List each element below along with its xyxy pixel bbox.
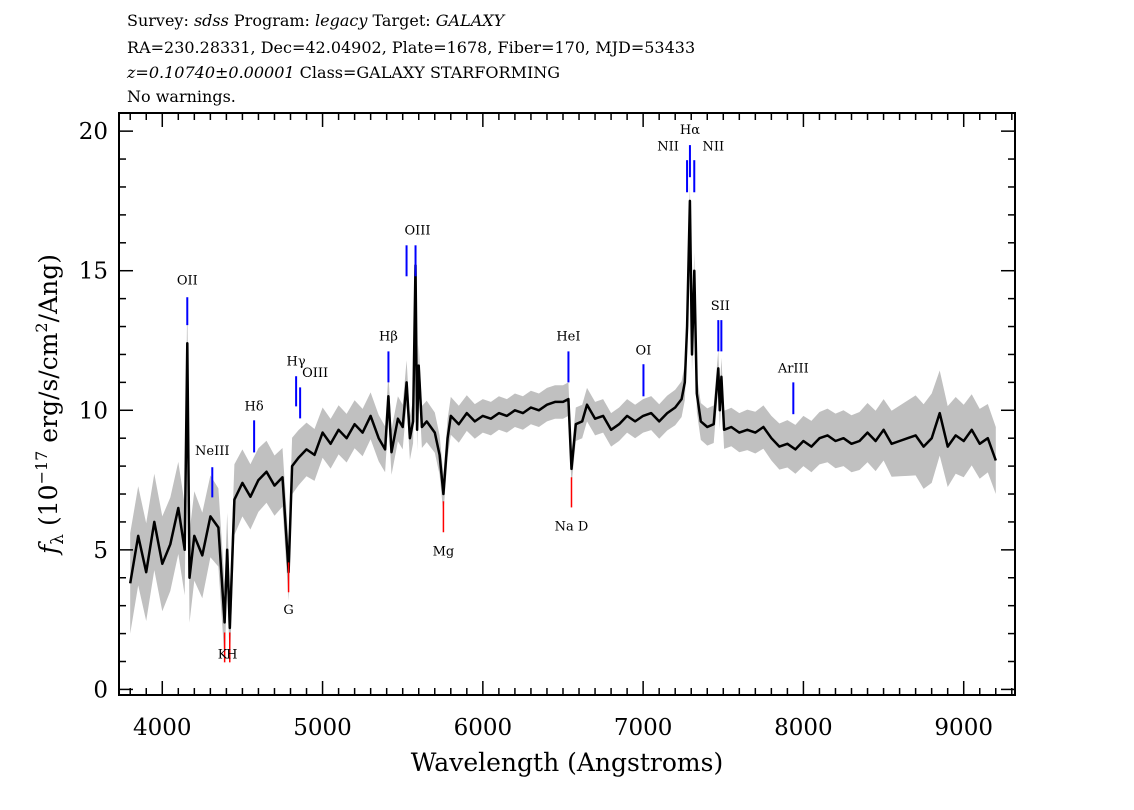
x-tick-label: 4000 bbox=[133, 715, 192, 741]
y-title-sup: −17 bbox=[32, 451, 51, 485]
line-label: Hβ bbox=[379, 329, 398, 344]
header: Survey: sdss Program: legacy Target: GAL… bbox=[126, 11, 695, 106]
line-label: Hα bbox=[680, 123, 700, 138]
header-redshift-line: z=0.10740±0.00001 Class=GALAXY STARFORMI… bbox=[126, 63, 560, 82]
y-tick-label: 5 bbox=[93, 538, 108, 564]
line-label: K bbox=[218, 648, 228, 663]
line-label: NII bbox=[657, 140, 679, 155]
line-label: SII bbox=[711, 299, 730, 314]
axes: 4000 5000 6000 7000 8000 9000 0 5 10 15 20 bbox=[79, 113, 1015, 741]
header-segment: sdss bbox=[194, 11, 229, 30]
flux-line bbox=[128, 199, 997, 630]
x-tick-label: 7000 bbox=[614, 715, 673, 741]
line-label: NeIII bbox=[195, 444, 229, 459]
x-tick-label: 5000 bbox=[293, 715, 352, 741]
header-segment: GALAXY bbox=[436, 11, 506, 30]
y-tick-label: 0 bbox=[93, 677, 108, 703]
line-label: Hδ bbox=[245, 399, 264, 414]
line-label: ArIII bbox=[777, 362, 809, 377]
raw-flux-band bbox=[130, 182, 996, 665]
x-tick-label: 6000 bbox=[454, 715, 513, 741]
y-title-sub: λ bbox=[48, 534, 68, 545]
header-segment: Target: bbox=[367, 11, 435, 30]
header-segment: legacy bbox=[315, 11, 368, 30]
y-title-mid: erg/s/cm bbox=[34, 332, 63, 450]
plot-frame bbox=[118, 112, 1016, 696]
header-segment: Program: bbox=[229, 11, 315, 30]
line-label: G bbox=[283, 603, 293, 618]
line-label: HeI bbox=[556, 329, 580, 344]
line-label: OI bbox=[636, 343, 652, 358]
line-label: H bbox=[226, 648, 237, 663]
y-tick-label: 10 bbox=[79, 398, 108, 424]
header-segment: Survey: bbox=[127, 11, 194, 30]
class-value: Class=GALAXY STARFORMING bbox=[295, 63, 560, 82]
y-title-sup2: 2 bbox=[32, 322, 51, 332]
redshift-value: z=0.10740±0.00001 bbox=[126, 63, 295, 82]
y-tick-label: 15 bbox=[79, 259, 108, 285]
x-axis-title: Wavelength (Angstroms) bbox=[411, 748, 723, 777]
y-title-pre: (10 bbox=[34, 484, 63, 534]
line-label: OIII bbox=[302, 366, 328, 381]
y-tick-label: 20 bbox=[79, 119, 108, 145]
line-label: Mg bbox=[433, 544, 455, 559]
y-axis-title: fλ (10−17 erg/s/cm2/Ang) bbox=[32, 254, 68, 556]
line-label: NII bbox=[702, 140, 724, 155]
line-label: Na D bbox=[555, 519, 589, 534]
header-warnings-line: No warnings. bbox=[127, 87, 236, 106]
plot-area: OIINeIIIHδHγOIIIHβOIIIHeIOINIIHαNIISIIAr… bbox=[128, 123, 997, 665]
x-tick-label: 8000 bbox=[774, 715, 833, 741]
header-survey-line: Survey: sdss Program: legacy Target: GAL… bbox=[127, 11, 506, 30]
line-label: OIII bbox=[404, 223, 430, 238]
x-tick-label: 9000 bbox=[934, 715, 993, 741]
line-label: OII bbox=[177, 274, 198, 289]
line-label: Hγ bbox=[287, 355, 306, 370]
header-coordinates-line: RA=230.28331, Dec=42.04902, Plate=1678, … bbox=[127, 38, 695, 57]
y-title-f: f bbox=[34, 541, 63, 556]
y-title-post: /Ang) bbox=[34, 254, 63, 322]
